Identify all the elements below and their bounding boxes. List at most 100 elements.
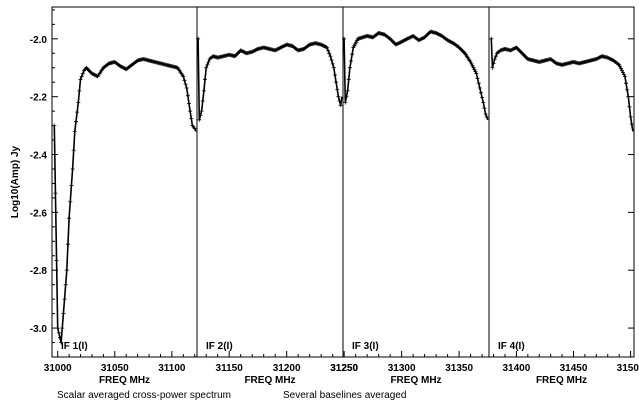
panel-label: IF 4(I) <box>498 341 525 352</box>
data-point <box>61 311 66 316</box>
data-point <box>343 100 348 105</box>
data-point <box>328 54 333 59</box>
data-point <box>392 40 396 45</box>
data-point <box>329 58 334 62</box>
data-point <box>458 46 463 51</box>
data-point <box>58 335 62 340</box>
x-tick-label: 31200 <box>273 363 301 374</box>
data-point <box>597 55 602 60</box>
data-point <box>60 326 65 331</box>
data-point <box>255 47 259 52</box>
x-axis-label: FREQ MHz <box>536 375 587 386</box>
data-point <box>326 48 331 53</box>
data-point <box>493 54 498 59</box>
data-point <box>69 183 74 188</box>
data-point <box>389 37 394 42</box>
data-point <box>189 116 194 121</box>
data-point <box>426 31 431 36</box>
data-point <box>471 65 476 70</box>
x-tick-label: 31400 <box>502 363 530 374</box>
y-tick-label: -3.0 <box>30 324 48 335</box>
data-point <box>59 340 64 345</box>
data-point <box>206 60 211 64</box>
data-point <box>629 122 634 127</box>
data-point <box>55 326 60 331</box>
data-point <box>192 126 197 131</box>
data-point <box>199 109 204 114</box>
panel-label: IF 2(I) <box>206 341 233 352</box>
data-point <box>490 65 495 70</box>
data-point <box>188 109 193 114</box>
data-point <box>482 106 487 111</box>
y-tick-label: -2.4 <box>30 151 48 162</box>
data-point <box>64 268 69 273</box>
data-point <box>477 86 482 90</box>
data-point <box>62 297 67 302</box>
data-point <box>66 242 70 247</box>
data-point <box>54 258 59 263</box>
x-axis-label: FREQ MHz <box>244 375 295 386</box>
data-point <box>405 36 410 41</box>
data-point <box>484 114 489 119</box>
data-point <box>334 80 339 85</box>
series-line <box>343 30 489 121</box>
data-point <box>510 47 515 52</box>
panel-label: IF 3(I) <box>352 341 379 352</box>
data-point <box>483 112 488 116</box>
x-tick-label: 31050 <box>101 363 129 374</box>
data-point <box>72 129 77 134</box>
data-point <box>489 36 494 41</box>
x-axis-label: FREQ MHz <box>99 375 150 386</box>
data-point <box>349 59 353 63</box>
data-point <box>491 61 496 66</box>
x-tick-label: 31500 <box>617 363 639 374</box>
y-tick-label: -2.8 <box>30 266 48 277</box>
data-point <box>479 90 483 95</box>
data-point <box>345 88 350 93</box>
footer-text: Several baselines averaged <box>283 390 406 401</box>
data-point <box>205 62 210 67</box>
data-point <box>80 71 85 76</box>
data-point <box>76 100 81 105</box>
data-point <box>71 148 76 153</box>
y-axis-label: Log10(Amp) Jy <box>10 145 21 218</box>
data-point <box>515 46 520 51</box>
data-point <box>355 38 359 43</box>
data-point <box>203 77 207 82</box>
data-point <box>77 88 82 93</box>
data-point <box>185 93 190 98</box>
data-point <box>476 81 481 86</box>
x-tick-label: 31100 <box>158 363 186 374</box>
data-point <box>75 110 80 115</box>
data-point <box>400 39 405 44</box>
data-point <box>204 65 209 70</box>
data-point <box>335 87 340 92</box>
data-point <box>492 57 497 62</box>
data-point <box>53 191 58 196</box>
data-point <box>338 103 343 108</box>
data-point <box>187 101 191 106</box>
data-point <box>347 65 352 70</box>
data-point <box>79 74 84 79</box>
data-point <box>182 78 187 83</box>
data-point <box>70 167 75 171</box>
data-point <box>344 94 349 99</box>
x-tick-label: 31350 <box>445 363 473 374</box>
data-point <box>617 62 622 67</box>
x-axis-label: FREQ MHz <box>390 375 441 386</box>
y-tick-label: -2.0 <box>30 35 48 46</box>
panel-label: IF 1(I) <box>61 341 88 352</box>
data-point <box>513 46 518 50</box>
x-tick-label: 31450 <box>560 363 588 374</box>
y-tick-label: -2.2 <box>30 93 48 104</box>
data-point <box>234 52 239 57</box>
data-point <box>626 94 631 99</box>
data-point <box>350 52 355 57</box>
data-point <box>622 74 627 79</box>
data-point <box>196 36 201 41</box>
data-point <box>56 330 61 335</box>
footer-text: Scalar averaged cross-power spectrum <box>57 390 231 401</box>
data-point <box>627 104 632 109</box>
